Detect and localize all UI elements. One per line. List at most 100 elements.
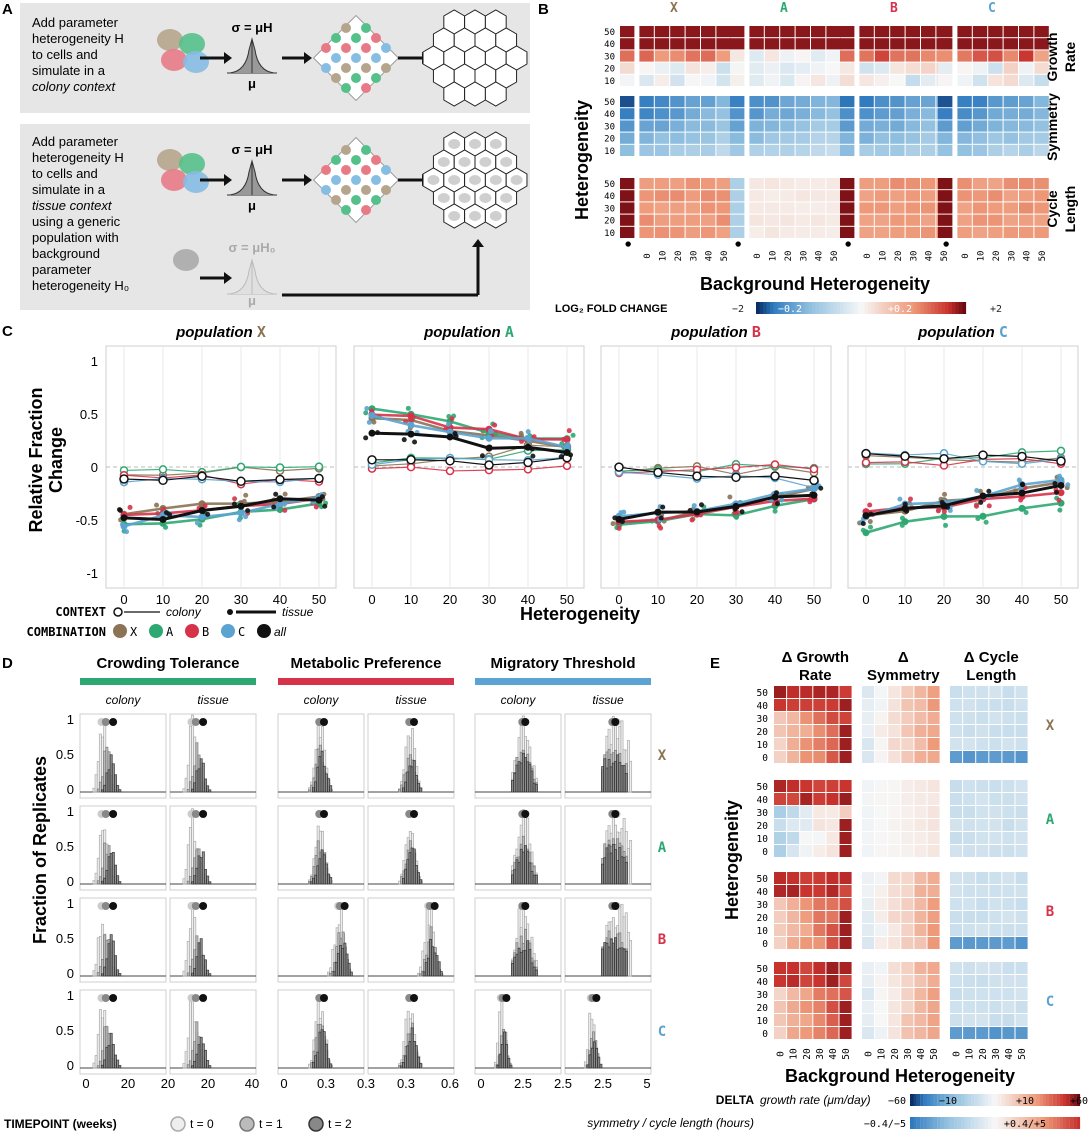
heatmap-cell bbox=[875, 1014, 888, 1026]
heatmap-cell bbox=[976, 686, 989, 698]
panel-c-replicate-point bbox=[566, 428, 572, 434]
panel-c-replicate-point bbox=[621, 509, 627, 515]
panel-c-replicate-point bbox=[243, 492, 249, 498]
heatmap-cell bbox=[988, 178, 1003, 190]
heatmap-cell bbox=[874, 96, 890, 108]
heatmap-cell bbox=[1003, 178, 1018, 190]
panel-c-point bbox=[1056, 446, 1066, 456]
panel-b-legend-swatch bbox=[854, 302, 858, 314]
heatmap-cell bbox=[1015, 819, 1028, 831]
heatmap-cell bbox=[1015, 738, 1028, 750]
panel-e-legend-swatch bbox=[1052, 1094, 1057, 1106]
heatmap-cell bbox=[888, 793, 901, 805]
panel-e-legend-swatch bbox=[957, 1094, 962, 1106]
panel-d-frame bbox=[277, 897, 365, 983]
panel-c-title: population X bbox=[175, 323, 266, 341]
panel-d-mean-dot bbox=[521, 902, 530, 910]
panel-e-row-label: C bbox=[1046, 994, 1054, 1010]
heatmap-cell bbox=[888, 988, 901, 1000]
hex-inner-cell bbox=[448, 139, 461, 149]
panel-d: D Crowding Tolerance Metabolic Preference… bbox=[2, 655, 667, 1132]
heatmap-cell bbox=[859, 26, 874, 38]
heatmap-cell bbox=[862, 937, 875, 949]
panel-e-row-label: B bbox=[1046, 904, 1054, 920]
heatmap-cell bbox=[950, 924, 963, 936]
heatmap-cell bbox=[938, 144, 953, 156]
heatmap-cell bbox=[888, 845, 901, 857]
panel-e-legend-swatch bbox=[964, 1117, 968, 1129]
panel-c-replicate-point bbox=[1016, 477, 1022, 483]
panel-c-point bbox=[978, 450, 988, 460]
heatmap-cell bbox=[901, 1001, 914, 1013]
panel-c-point bbox=[731, 472, 741, 483]
panel-b-legend-swatch bbox=[808, 302, 813, 314]
panel-d-header-bar bbox=[80, 678, 256, 685]
panel-c-replicate-point bbox=[698, 502, 704, 508]
heatmap-cell bbox=[1002, 738, 1015, 750]
panel-c-replicate-point bbox=[273, 491, 279, 497]
heatmap-cell bbox=[914, 725, 927, 737]
panel-d-histogram-bar bbox=[324, 1043, 328, 1069]
heatmap-cell bbox=[1015, 872, 1028, 884]
panel-c-x-tick: 30 bbox=[234, 592, 248, 607]
panel-b-legend-swatch bbox=[777, 302, 781, 314]
heatmap-cell bbox=[654, 74, 670, 86]
heatmap-cell bbox=[957, 62, 972, 74]
heatmap-cell bbox=[800, 819, 813, 831]
heatmap-cell bbox=[813, 780, 826, 792]
panel-c-replicate-point bbox=[907, 496, 913, 502]
heatmap-cell bbox=[938, 120, 953, 132]
heatmap-cell bbox=[826, 26, 841, 38]
heatmap-cell bbox=[1002, 975, 1015, 987]
heatmap-cell bbox=[859, 178, 874, 190]
panel-e-legend-swatch bbox=[961, 1117, 965, 1129]
heatmap-cell bbox=[840, 214, 855, 226]
heatmap-cell bbox=[670, 226, 685, 238]
heatmap-cell bbox=[976, 712, 989, 724]
grid-cell-dot bbox=[361, 43, 371, 53]
heatmap-cell bbox=[1015, 793, 1028, 805]
heatmap-cell bbox=[927, 806, 940, 818]
heatmap-cell bbox=[875, 793, 888, 805]
panel-d-x-tick: 0.3 bbox=[317, 1076, 335, 1091]
panel-c-replicate-point bbox=[231, 501, 237, 507]
panel-d-histogram-bar bbox=[114, 864, 117, 885]
heatmap-cell bbox=[921, 96, 936, 108]
panel-c-series-line bbox=[618, 465, 815, 476]
heatmap-cell bbox=[839, 898, 852, 910]
panel-d-legend-swatch bbox=[170, 1116, 186, 1132]
panel-c-replicate-point bbox=[408, 417, 414, 423]
hex-inner-cell bbox=[489, 175, 502, 185]
panel-c-x-tick: 50 bbox=[1054, 592, 1068, 607]
panel-c-replicate-point bbox=[412, 439, 418, 445]
heatmap-cell bbox=[670, 74, 685, 86]
heatmap-cell bbox=[905, 132, 920, 144]
heatmap-cell bbox=[905, 26, 920, 38]
heatmap-cell bbox=[875, 832, 888, 844]
panel-b-legend-swatch bbox=[861, 302, 865, 314]
heatmap-cell bbox=[963, 885, 976, 897]
panel-d-y-tick: 0 bbox=[67, 1058, 74, 1073]
heatmap-cell bbox=[1019, 144, 1034, 156]
panel-d-mean-dot bbox=[410, 810, 418, 818]
heatmap-cell bbox=[795, 108, 810, 120]
heatmap-cell bbox=[800, 780, 813, 792]
panel-c-replicate-point bbox=[531, 434, 537, 440]
heatmap-cell bbox=[620, 132, 635, 144]
panel-d-mean-dot bbox=[109, 810, 118, 818]
heatmap-cell bbox=[874, 62, 890, 74]
heatmap-cell bbox=[976, 988, 989, 1000]
panel-b-legend-swatch bbox=[924, 302, 928, 314]
heatmap-cell bbox=[989, 911, 1002, 923]
heatmap-cell bbox=[795, 178, 810, 190]
heatmap-cell bbox=[888, 911, 901, 923]
panel-d-histogram-bar bbox=[208, 1065, 212, 1069]
panel-c-point bbox=[862, 512, 870, 520]
grid-cell-dot bbox=[341, 205, 351, 215]
heatmap-cell bbox=[826, 120, 841, 132]
panel-b-y-tick: 20 bbox=[604, 217, 615, 227]
panel-c-legend-context: CONTEXT bbox=[55, 605, 106, 619]
panel-c-replicate-point bbox=[124, 529, 130, 535]
heatmap-cell bbox=[620, 178, 635, 190]
panel-d-histogram-bar bbox=[206, 969, 210, 977]
